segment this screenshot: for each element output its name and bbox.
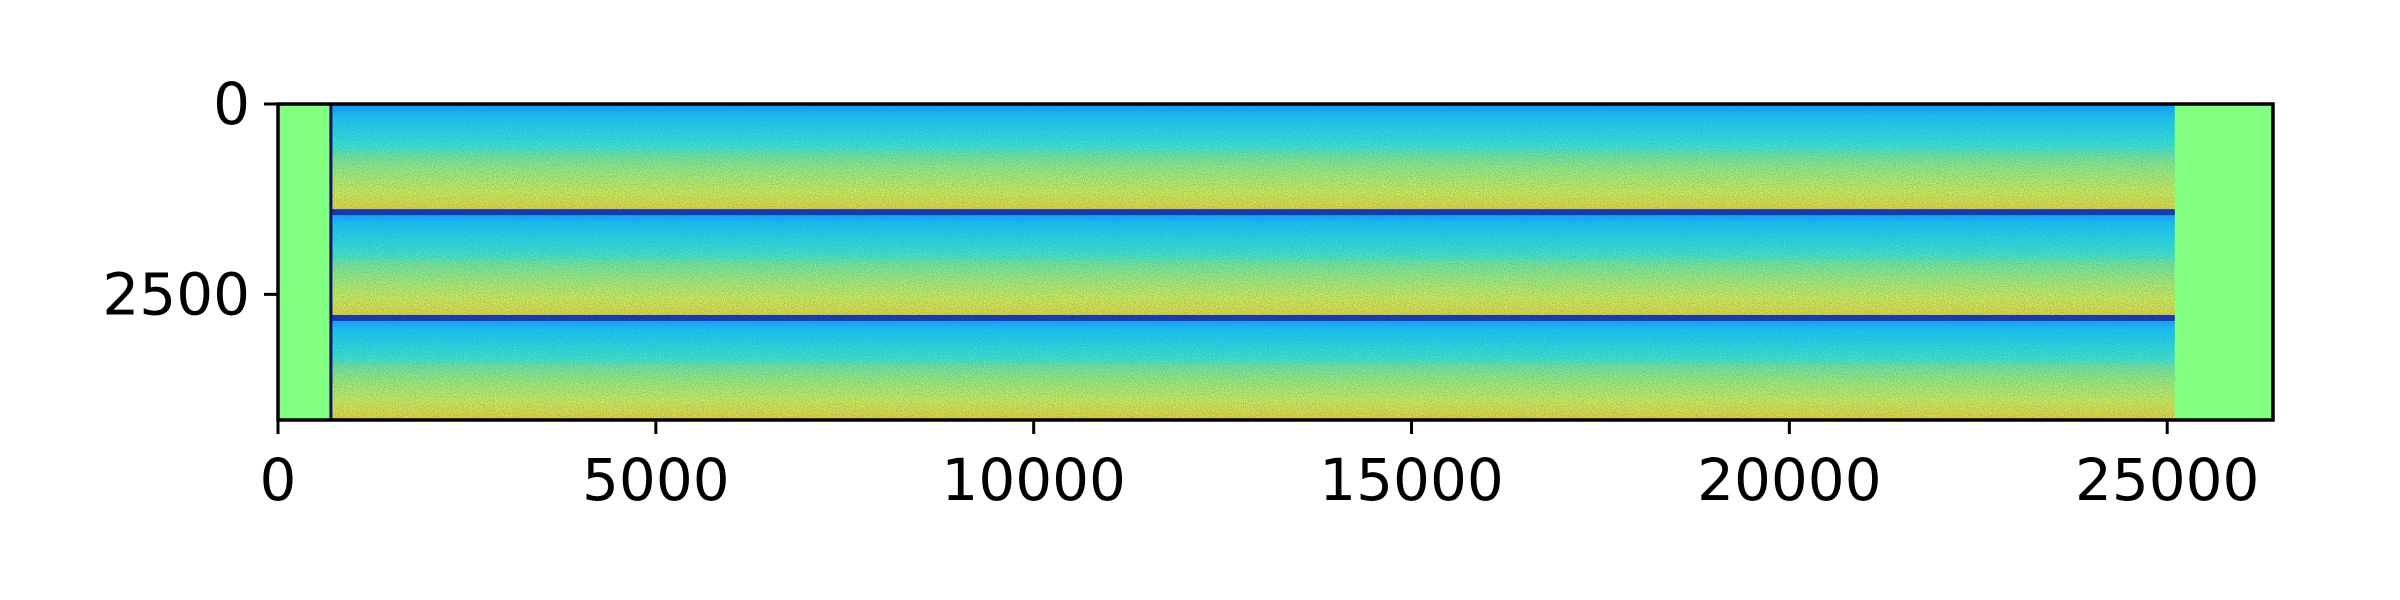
- band-speckle-warm-2: [330, 259, 2175, 318]
- heatmap-image: [278, 104, 2273, 420]
- x-tick-label: 10000: [941, 446, 1126, 514]
- heatmap-separators: [329, 104, 2175, 420]
- x-tick-label: 25000: [2075, 446, 2260, 514]
- band-speckle-warm-3: [330, 363, 2175, 420]
- x-axis: 0 5000 10000 15000 20000 25000: [260, 420, 2260, 514]
- x-tick-label: 15000: [1319, 446, 1504, 514]
- separator-line-1: [330, 209, 2175, 216]
- x-tick-label: 0: [260, 446, 297, 514]
- separator-line-2: [330, 314, 2175, 321]
- y-tick-label: 0: [213, 70, 250, 138]
- y-axis: 0 2500: [102, 70, 278, 328]
- x-tick-label: 20000: [1697, 446, 1882, 514]
- y-tick-label: 2500: [102, 260, 250, 328]
- x-tick-label: 5000: [582, 446, 730, 514]
- separator-column: [329, 104, 333, 420]
- band-speckle-warm-1: [330, 152, 2175, 213]
- plot-frame: [276, 102, 2275, 422]
